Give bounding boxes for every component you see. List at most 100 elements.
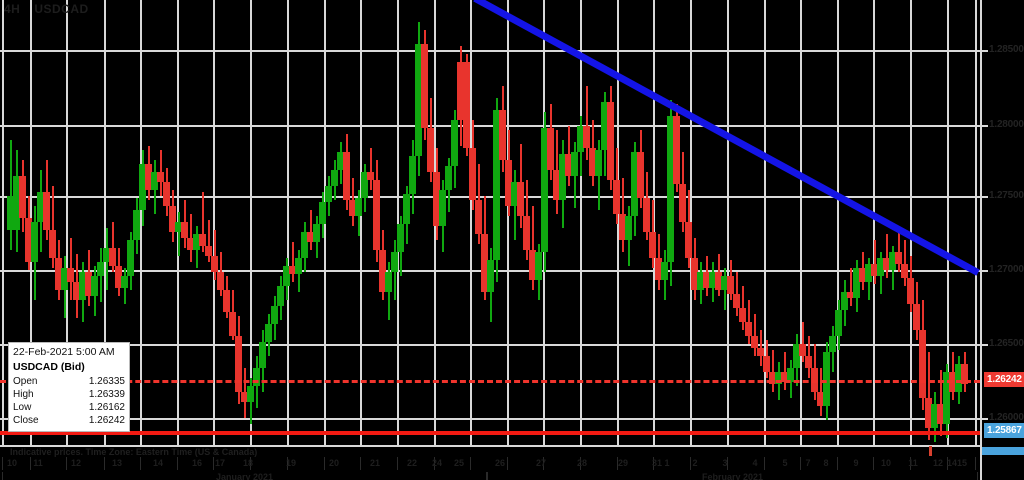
candle-body xyxy=(643,198,650,232)
candle-body xyxy=(187,238,194,250)
candle-body xyxy=(361,172,368,198)
candle-wick xyxy=(178,212,180,256)
candle-wick xyxy=(292,242,294,282)
time-axis-month-label: February 2021 xyxy=(701,472,764,480)
bid-price-line xyxy=(0,380,980,383)
time-axis-day-label: 3 xyxy=(722,458,728,468)
candle-body xyxy=(745,322,752,336)
candle-body xyxy=(727,276,734,294)
time-axis-separator xyxy=(177,457,178,470)
candle-body xyxy=(193,234,200,250)
candle-body xyxy=(337,152,344,170)
vertical-gridline xyxy=(66,0,68,445)
candle-body xyxy=(235,336,242,392)
candle-body xyxy=(883,258,890,270)
candle-body xyxy=(925,398,932,428)
candle-body xyxy=(55,258,62,290)
candle-body xyxy=(439,190,446,226)
candle-body xyxy=(589,148,596,176)
candle-wick xyxy=(772,350,774,392)
tooltip-row-label: Open xyxy=(13,376,38,387)
candle-body xyxy=(349,200,356,216)
time-axis-day-label: 16 xyxy=(191,458,203,468)
price-axis-tick xyxy=(982,418,988,420)
blue-downtrend-line[interactable] xyxy=(473,0,980,276)
candle-body xyxy=(667,116,674,262)
ask-price-pill[interactable]: 1.25867 xyxy=(984,423,1024,438)
candle-wick xyxy=(208,220,210,262)
time-axis-day-label: 13 xyxy=(111,458,123,468)
candle-body xyxy=(847,292,854,298)
candle-body xyxy=(781,372,788,382)
candle-body xyxy=(691,258,698,290)
candle-body xyxy=(577,126,584,152)
candle-body xyxy=(793,344,800,368)
symbol-label: USDCAD xyxy=(34,2,89,16)
horizontal-gridline xyxy=(0,125,980,127)
candle-body xyxy=(697,272,704,290)
ohlc-tooltip: 22-Feb-2021 5:00 AM USDCAD (Bid) Open 1.2… xyxy=(8,342,130,432)
candle-body xyxy=(145,164,152,190)
time-axis-day-label: 26 xyxy=(494,458,506,468)
candle-body xyxy=(703,272,710,288)
candle-body xyxy=(133,210,140,240)
candle-body xyxy=(481,234,488,292)
candle-body xyxy=(49,230,56,258)
candle-body xyxy=(283,266,290,286)
candle-body xyxy=(163,182,170,206)
vertical-gridline xyxy=(837,0,839,445)
candle-body xyxy=(523,216,530,250)
candle-body xyxy=(151,172,158,190)
candle-body xyxy=(535,252,542,280)
vertical-gridline xyxy=(2,0,4,445)
candle-body xyxy=(715,272,722,290)
candle-body xyxy=(475,200,482,234)
trendline-overlay[interactable] xyxy=(0,0,980,445)
price-axis-label: 1.26500 xyxy=(989,338,1024,349)
time-axis-day-label: 21 xyxy=(369,458,381,468)
time-axis-day-label: 10 xyxy=(880,458,892,468)
candle-body xyxy=(841,292,848,310)
time-axis-day-label: 22 xyxy=(406,458,418,468)
tooltip-row: Low 1.26162 xyxy=(13,401,125,414)
candle-body xyxy=(7,196,14,230)
candle-body xyxy=(139,164,146,210)
candle-body xyxy=(199,234,206,246)
candle-wick xyxy=(874,240,876,284)
candle-body xyxy=(127,240,134,276)
candle-body xyxy=(565,154,572,176)
candle-body xyxy=(895,252,902,264)
candle-body xyxy=(277,286,284,306)
time-axis[interactable]: Indicative prices. Time Zone: Eastern Ti… xyxy=(0,445,1024,480)
candle-body xyxy=(559,154,566,200)
candle-body xyxy=(829,336,836,352)
candle-wick xyxy=(532,206,534,290)
time-axis-day-label: 18 xyxy=(242,458,254,468)
candle-wick xyxy=(784,352,786,390)
vertical-gridline xyxy=(580,0,582,445)
candle-body xyxy=(613,180,620,214)
vertical-gridline xyxy=(287,0,289,445)
bid-price-pill[interactable]: 1.26242 xyxy=(984,372,1024,387)
price-axis[interactable]: 1.28500 1.28000 1.27500 1.27000 1.26500 1.260… xyxy=(980,0,1024,445)
time-axis-day-label: 8 xyxy=(823,458,829,468)
time-axis-day-label: 28 xyxy=(576,458,588,468)
time-axis-separator xyxy=(543,457,544,470)
candle-body xyxy=(583,126,590,148)
chart-plot-area[interactable]: 4H USDCAD 22-Feb-2021 5:00 AM USDCAD (Bid… xyxy=(0,0,980,445)
tooltip-row-label: Close xyxy=(13,415,39,426)
candle-body xyxy=(211,256,218,272)
candle-body xyxy=(787,368,794,382)
vertical-gridline xyxy=(397,0,399,445)
candle-body xyxy=(661,262,668,280)
time-axis-separator xyxy=(360,457,361,470)
candle-body xyxy=(157,172,164,182)
candle-body xyxy=(685,222,692,258)
price-axis-tick xyxy=(982,344,988,346)
candle-body xyxy=(505,160,512,206)
candle-body xyxy=(25,218,32,262)
timezone-note: Indicative prices. Time Zone: Eastern Ti… xyxy=(10,447,258,457)
candle-body xyxy=(241,392,248,402)
candle-body xyxy=(397,224,404,252)
candle-body xyxy=(325,186,332,202)
